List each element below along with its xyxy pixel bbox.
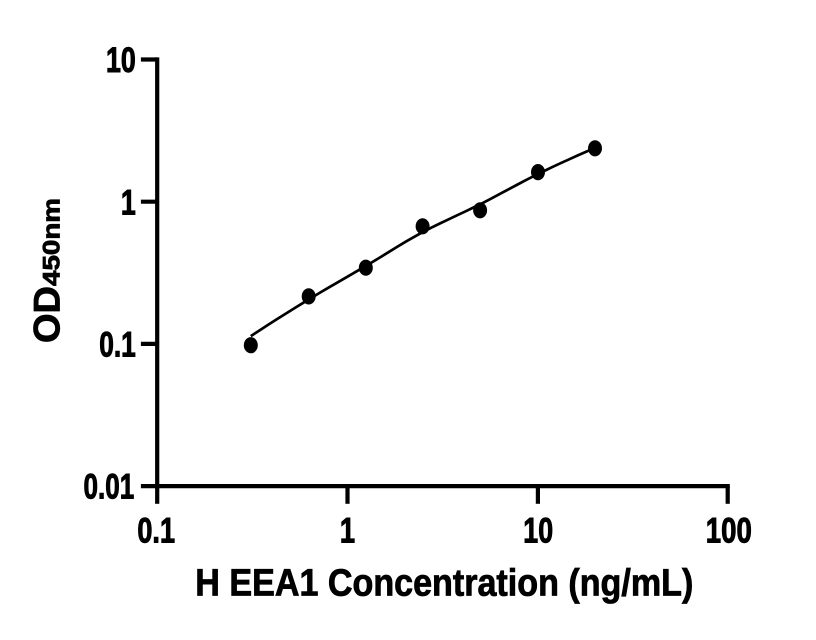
svg-text:10: 10	[106, 41, 136, 80]
svg-text:0.01: 0.01	[84, 468, 135, 507]
svg-text:1: 1	[121, 183, 136, 222]
svg-text:450nm: 450nm	[38, 198, 65, 286]
svg-text:100: 100	[706, 511, 752, 550]
svg-text:1: 1	[340, 511, 355, 550]
svg-text:OD: OD	[26, 286, 67, 343]
svg-text:H EEA1 Concentration (ng/mL): H EEA1 Concentration (ng/mL)	[195, 561, 693, 603]
svg-text:0.1: 0.1	[99, 326, 136, 365]
svg-text:10: 10	[523, 511, 553, 550]
svg-text:0.1: 0.1	[137, 511, 175, 550]
